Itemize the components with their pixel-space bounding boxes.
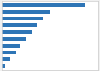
Bar <box>2 10 50 13</box>
Bar <box>2 3 85 7</box>
Bar <box>2 44 20 48</box>
Bar <box>2 30 32 34</box>
Bar <box>2 64 5 68</box>
Bar <box>2 17 43 20</box>
Bar <box>2 37 26 41</box>
Bar <box>2 58 10 61</box>
Bar <box>2 51 16 54</box>
Bar <box>2 23 37 27</box>
